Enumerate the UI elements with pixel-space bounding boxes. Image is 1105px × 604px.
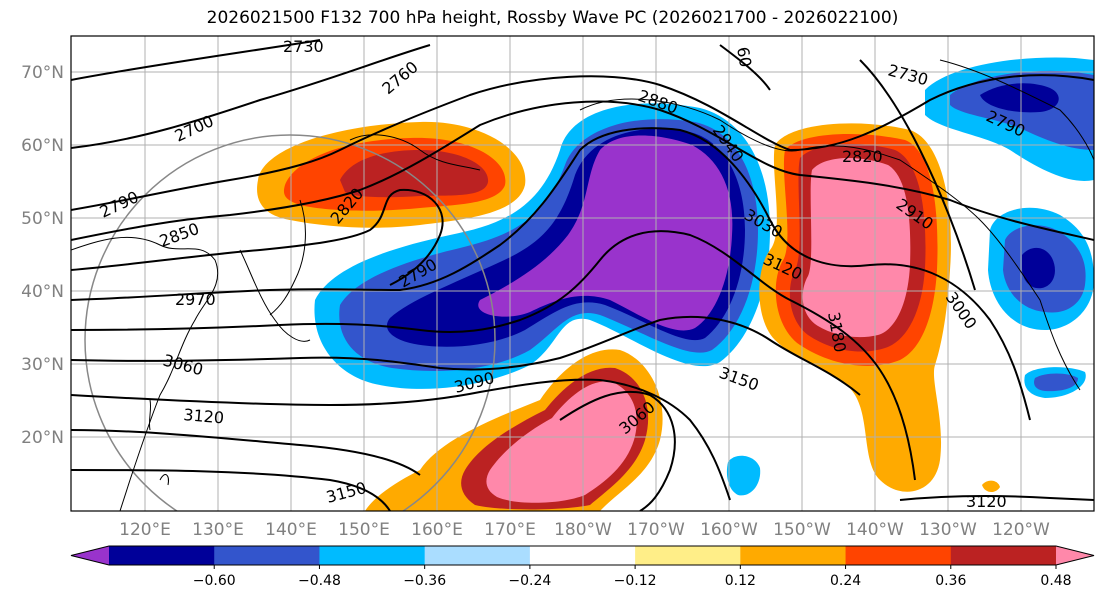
contour-label: 3120	[966, 492, 1007, 511]
lat-label: 60°N	[21, 136, 64, 156]
colorbar-segment	[529, 546, 636, 565]
colorbar-segment	[319, 546, 426, 565]
lat-label: 30°N	[21, 355, 64, 375]
longitude-labels: 120°E 130°E 140°E 150°E 160°E 170°E 180°…	[119, 520, 1050, 540]
colorbar: −0.60 −0.48 −0.36 −0.24 −0.12 0.12 0.24 0.36 0.4…	[70, 545, 1095, 589]
lon-label: 130°W	[919, 520, 977, 540]
lon-label: 160°E	[411, 520, 463, 540]
coastlines	[71, 59, 1094, 511]
colorbar-segment	[845, 546, 952, 565]
colorbar-segment	[424, 546, 531, 565]
colorbar-tick-label: 0.36	[935, 573, 966, 589]
lat-label: 40°N	[21, 282, 64, 302]
colorbar-segment	[109, 546, 215, 565]
map-title: 2026021500 F132 700 hPa height, Rossby W…	[206, 8, 899, 28]
map-frame	[70, 35, 1095, 512]
lon-label: 140°E	[265, 520, 317, 540]
colorbar-tick-label: −0.12	[614, 573, 657, 589]
colorbar-segment	[635, 546, 741, 565]
colorbar-outline	[70, 545, 1095, 566]
colorbar-segment	[214, 546, 320, 565]
lat-label: 20°N	[21, 428, 64, 448]
lon-label: 140°W	[846, 520, 904, 540]
contour-label: 2730	[283, 37, 324, 56]
height-contours	[71, 39, 1094, 511]
lat-label: 70°N	[21, 63, 64, 83]
lon-label: 170°W	[627, 520, 685, 540]
colorbar-tick-label: 0.12	[725, 573, 756, 589]
colorbar-tick-label: −0.48	[298, 573, 341, 589]
colorbar-tick-label: −0.36	[403, 573, 446, 589]
lon-label: 130°E	[192, 520, 244, 540]
reference-circle	[84, 134, 496, 511]
lat-label: 50°N	[21, 209, 64, 229]
contour-label: 3120	[183, 405, 225, 427]
colorbar-segment	[740, 546, 847, 565]
colorbar-tick-label: 0.24	[830, 573, 861, 589]
lon-label: 150°W	[773, 520, 831, 540]
lon-label: 180°W	[554, 520, 612, 540]
lon-label: 120°W	[992, 520, 1050, 540]
colorbar-extend-high	[1056, 546, 1094, 565]
lon-label: 170°E	[484, 520, 536, 540]
colorbar-tick-label: 0.48	[1040, 573, 1071, 589]
lon-label: 160°W	[700, 520, 758, 540]
lon-label: 120°E	[119, 520, 171, 540]
latitude-labels: 70°N 60°N 50°N 40°N 30°N 20°N	[21, 63, 64, 448]
contour-label: 2820	[842, 147, 883, 166]
lon-label: 150°E	[338, 520, 390, 540]
contour-label: 2970	[175, 290, 216, 309]
colorbar-tick-label: −0.24	[508, 573, 551, 589]
colorbar-tick-label: −0.60	[193, 573, 236, 589]
colorbar-segment	[950, 546, 1057, 565]
contour-label: 60	[733, 45, 755, 68]
colorbar-extend-low	[71, 546, 109, 565]
